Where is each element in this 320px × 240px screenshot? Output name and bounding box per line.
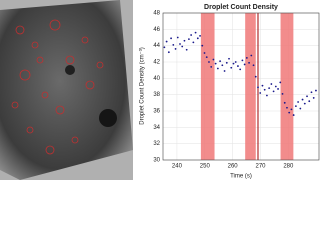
y-tick-label: 36 [153, 109, 160, 115]
data-point [170, 37, 172, 40]
data-point [203, 52, 206, 54]
data-point [199, 34, 201, 37]
data-point [216, 67, 219, 70]
data-point [315, 89, 317, 92]
data-point [221, 64, 224, 67]
data-point [283, 101, 286, 104]
data-point [248, 61, 250, 64]
data-point [179, 43, 181, 45]
data-point [268, 87, 271, 90]
data-point [261, 84, 264, 87]
y-tick-label: 48 [153, 11, 160, 17]
x-tick-label: 240 [172, 164, 183, 170]
data-point [250, 54, 253, 57]
camera-image [0, 0, 133, 180]
data-point [212, 58, 215, 61]
data-point [210, 66, 213, 68]
data-point [228, 57, 230, 60]
chart-title: Droplet Count Density [204, 4, 278, 11]
data-point [306, 95, 308, 98]
data-point [301, 98, 304, 101]
data-point [259, 92, 262, 94]
y-tick-label: 30 [153, 158, 160, 164]
data-point [192, 41, 195, 44]
data-point [263, 88, 266, 91]
data-point [208, 61, 210, 63]
data-point [185, 48, 188, 51]
data-point [279, 81, 282, 84]
data-point [294, 105, 297, 107]
shaded-region [280, 13, 294, 160]
data-point [290, 108, 293, 111]
data-point [230, 66, 233, 69]
data-point [201, 44, 204, 47]
data-point [225, 61, 228, 64]
data-point [252, 64, 255, 67]
x-tick-label: 270 [255, 164, 266, 170]
data-point [219, 60, 222, 63]
frame: Droplet Count Density Droplet Count Dens… [0, 0, 320, 180]
data-point [312, 97, 315, 99]
data-point [190, 34, 193, 36]
y-tick-label: 42 [153, 60, 160, 66]
data-point [232, 62, 235, 65]
data-point [303, 102, 306, 105]
data-point [196, 37, 199, 40]
data-point [214, 62, 217, 65]
y-tick-label: 46 [153, 27, 160, 33]
data-point [286, 106, 288, 109]
x-tick-label: 260 [228, 164, 239, 170]
data-point [299, 107, 302, 110]
data-point [165, 40, 168, 43]
y-tick-label: 34 [153, 125, 160, 131]
data-point [205, 56, 208, 58]
data-point [181, 45, 184, 48]
data-point [277, 88, 279, 90]
data-point [174, 48, 177, 50]
data-point [308, 100, 311, 103]
data-point [272, 90, 275, 93]
data-point [163, 46, 166, 49]
y-tick-label: 44 [153, 43, 160, 49]
x-tick-label: 250 [200, 164, 211, 170]
data-point [270, 83, 273, 85]
data-point [172, 43, 175, 46]
data-point [243, 63, 246, 66]
data-point [257, 86, 259, 89]
x-axis-label: Time (s) [230, 174, 252, 180]
x-tick-label: 280 [283, 164, 294, 170]
data-point [237, 65, 239, 67]
data-point [183, 39, 186, 42]
y-tick-label: 40 [153, 76, 160, 82]
y-tick-label: 32 [153, 141, 160, 147]
data-point [194, 31, 197, 34]
y-axis-label: Droplet Count Density (cm⁻³) [140, 47, 146, 125]
data-point [297, 101, 300, 103]
data-point [223, 70, 226, 72]
data-point [274, 85, 277, 88]
data-point [241, 59, 244, 62]
data-point [239, 68, 242, 71]
data-point [292, 114, 295, 116]
shaded-region [200, 13, 215, 160]
plot-area [163, 13, 319, 160]
data-point [234, 61, 237, 63]
data-point [266, 94, 268, 97]
data-point [310, 91, 313, 94]
axes-box [162, 12, 320, 161]
data-point [281, 92, 284, 95]
data-point [167, 51, 170, 54]
shaded-region [245, 13, 256, 160]
data-point [176, 36, 179, 39]
data-point [254, 75, 257, 78]
data-point [188, 38, 190, 41]
data-point [288, 111, 291, 114]
y-tick-label: 38 [153, 92, 160, 98]
data-point [245, 57, 248, 59]
page: Droplet Count Density Droplet Count Dens… [0, 0, 320, 180]
